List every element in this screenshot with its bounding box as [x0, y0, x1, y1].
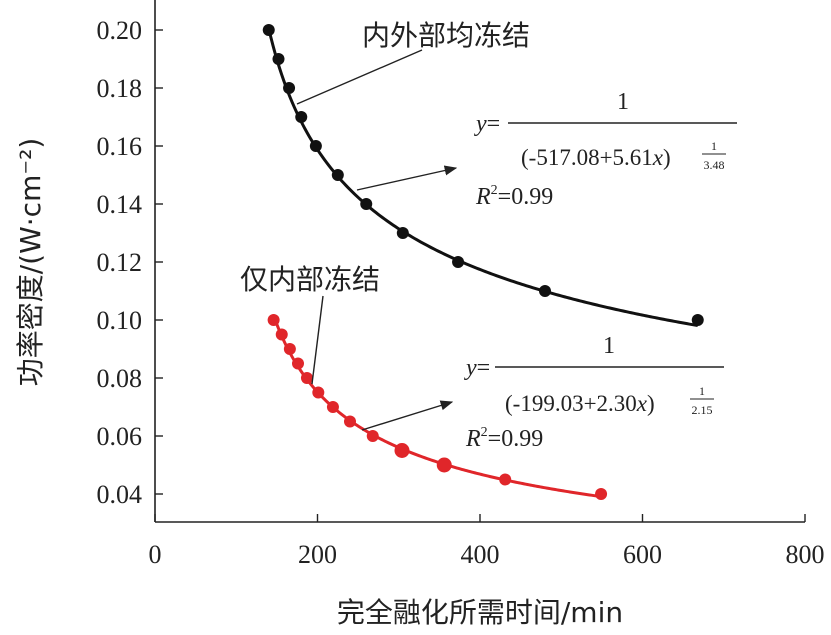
data-point-frozen-all	[360, 198, 373, 210]
data-point-frozen-all	[295, 111, 308, 123]
data-point-frozen-all	[283, 82, 296, 94]
axes: 0.04 0.06 0.08 0.10 0.12 0.14 0.16 0.18 0.20 0 200…	[14, 0, 825, 629]
data-point-frozen-all	[331, 169, 344, 181]
y-tick-label: 0.06	[97, 422, 143, 451]
leader-line-frozen-inner	[311, 295, 324, 385]
equation-denominator: (-199.03+2.30x)	[505, 391, 655, 416]
arrow-to-equation-frozen-all	[356, 165, 458, 191]
data-point-frozen-inner	[267, 314, 280, 326]
equation-lhs: y=	[464, 355, 490, 381]
data-point-frozen-inner	[499, 473, 512, 486]
y-axis-title: 功率密度/(W·cm⁻²)	[14, 138, 47, 387]
exponent-denominator: 2.15	[692, 403, 713, 417]
data-point-frozen-all	[272, 53, 285, 65]
data-point-frozen-all	[539, 285, 551, 297]
data-points	[262, 24, 704, 500]
data-point-frozen-inner	[312, 386, 325, 399]
equation-denominator: (-517.08+5.61x)	[521, 145, 671, 170]
data-point-frozen-inner	[300, 372, 313, 384]
data-point-frozen-all	[309, 140, 322, 152]
data-point-frozen-inner	[366, 430, 379, 442]
label-frozen-all: 内外部均冻结	[362, 19, 530, 52]
x-tick-label: 0	[149, 540, 162, 569]
data-point-frozen-inner	[595, 488, 608, 500]
y-tick-label: 0.04	[97, 480, 143, 509]
equation-numerator: 1	[617, 89, 629, 115]
data-point-frozen-all	[452, 256, 465, 268]
equation-frozen-all: y= 1 (-517.08+5.61x) 1 3.48 R2=0.99	[474, 89, 737, 210]
x-tick-label: 400	[461, 540, 500, 569]
x-axis-title: 完全融化所需时间/min	[337, 596, 623, 629]
equation-frozen-inner: y= 1 (-199.03+2.30x) 1 2.15 R2=0.99	[464, 333, 724, 452]
x-tick-label: 200	[298, 540, 337, 569]
data-point-frozen-all	[396, 227, 409, 239]
x-tick-label: 600	[623, 540, 662, 569]
r-squared: R2=0.99	[475, 183, 553, 210]
data-point-frozen-inner	[326, 401, 339, 413]
y-tick-label: 0.10	[97, 306, 143, 335]
fit-curve-frozen-inner	[272, 315, 602, 499]
data-point-frozen-inner	[275, 328, 288, 341]
data-point-frozen-all	[691, 314, 704, 326]
data-point-frozen-inner	[436, 457, 452, 473]
y-tick-label: 0.12	[97, 248, 143, 277]
exponent-denominator: 3.48	[704, 158, 725, 172]
label-frozen-inner: 仅内部冻结	[240, 263, 380, 296]
data-point-frozen-inner	[292, 357, 304, 370]
y-tick-label: 0.08	[97, 364, 143, 393]
y-tick-label: 0.18	[97, 74, 143, 103]
x-tick-label: 800	[786, 540, 825, 569]
data-point-frozen-all	[262, 24, 275, 36]
y-tick-label: 0.20	[97, 16, 143, 45]
r-squared: R2=0.99	[465, 425, 543, 452]
data-point-frozen-inner	[283, 343, 296, 355]
arrow-to-equation-frozen-inner	[361, 400, 454, 431]
equation-numerator: 1	[603, 333, 615, 359]
y-tick-label: 0.14	[97, 190, 143, 219]
data-point-frozen-inner	[394, 443, 410, 458]
data-point-frozen-inner	[344, 415, 356, 428]
equation-lhs: y=	[474, 111, 500, 137]
exponent-numerator: 1	[711, 139, 717, 153]
leader-line-frozen-all	[296, 49, 423, 105]
exponent-numerator: 1	[699, 384, 705, 398]
y-tick-label: 0.16	[97, 132, 143, 161]
